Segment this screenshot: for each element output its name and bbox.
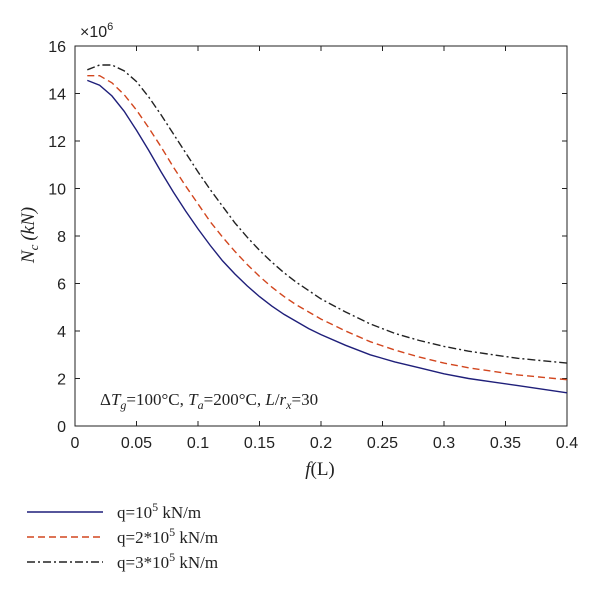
legend: q=105 kN/m q=2*105 kN/m q=3*105 kN/m	[27, 500, 218, 572]
x-tick-label: 0.1	[187, 435, 209, 452]
y-multiplier-exp: 6	[107, 21, 113, 33]
x-tick-label: 0.15	[244, 435, 275, 452]
axis-ticks: 0 0.05 0.1 0.15 0.2 0.25 0.3 0.35 0.4 0 2 4 6 8 10 12 14…	[48, 39, 578, 452]
annotation-text-4: =30	[292, 390, 319, 409]
annotation-var-t2: T	[188, 390, 199, 409]
annotation-text-2: =200°C,	[204, 390, 266, 409]
legend-label-2: q=2*105 kN/m	[117, 525, 218, 547]
x-tick-label: 0.35	[490, 435, 521, 452]
y-tick-label: 10	[48, 182, 66, 199]
series-line-2	[87, 74, 568, 381]
y-axis-var: N	[18, 249, 39, 264]
series-line-3	[87, 64, 568, 364]
annotation-var-t: T	[111, 390, 122, 409]
annotation: ΔTg=100°C, Ta=200°C, L/rx=30	[100, 390, 318, 412]
y-tick-label: 14	[48, 87, 66, 104]
y-multiplier: ×106	[80, 21, 113, 41]
x-tick-label: 0	[71, 435, 80, 452]
plot-frame	[74, 45, 568, 427]
y-multiplier-base: ×10	[80, 24, 107, 41]
annotation-delta: Δ	[100, 390, 111, 409]
y-tick-label: 12	[48, 134, 66, 151]
series-line-1	[87, 79, 568, 394]
x-axis-var: f	[305, 459, 313, 480]
x-tick-label: 0.25	[367, 435, 398, 452]
series-lines	[87, 64, 568, 394]
x-axis-label: f(L)	[305, 459, 335, 480]
legend-label-1: q=105 kN/m	[117, 500, 201, 522]
x-tick-label: 0.4	[556, 435, 578, 452]
plot-area	[74, 45, 568, 427]
y-axis-sub: c	[26, 244, 41, 250]
annotation-sub-x: x	[285, 398, 292, 412]
x-axis-arg: (L)	[311, 459, 335, 480]
y-tick-label: 0	[57, 419, 66, 436]
y-tick-label: 8	[57, 229, 66, 246]
annotation-sub-a: a	[198, 398, 204, 412]
y-axis-label: Nc (kN)	[18, 207, 41, 264]
x-tick-label: 0.2	[310, 435, 332, 452]
legend-label-3: q=3*105 kN/m	[117, 550, 218, 572]
y-tick-label: 4	[57, 324, 66, 341]
x-tick-label: 0.3	[433, 435, 455, 452]
annotation-var-l: L	[264, 390, 274, 409]
annotation-slash: /	[275, 390, 280, 409]
y-axis-unit: (kN)	[18, 207, 39, 241]
annotation-text-1: =100°C,	[126, 390, 188, 409]
annotation-var-r: r	[280, 390, 287, 409]
annotation-sub-g: g	[120, 398, 126, 412]
y-tick-label: 6	[57, 277, 66, 294]
y-tick-label: 16	[48, 39, 66, 56]
y-tick-label: 2	[57, 372, 66, 389]
x-tick-label: 0.05	[121, 435, 152, 452]
